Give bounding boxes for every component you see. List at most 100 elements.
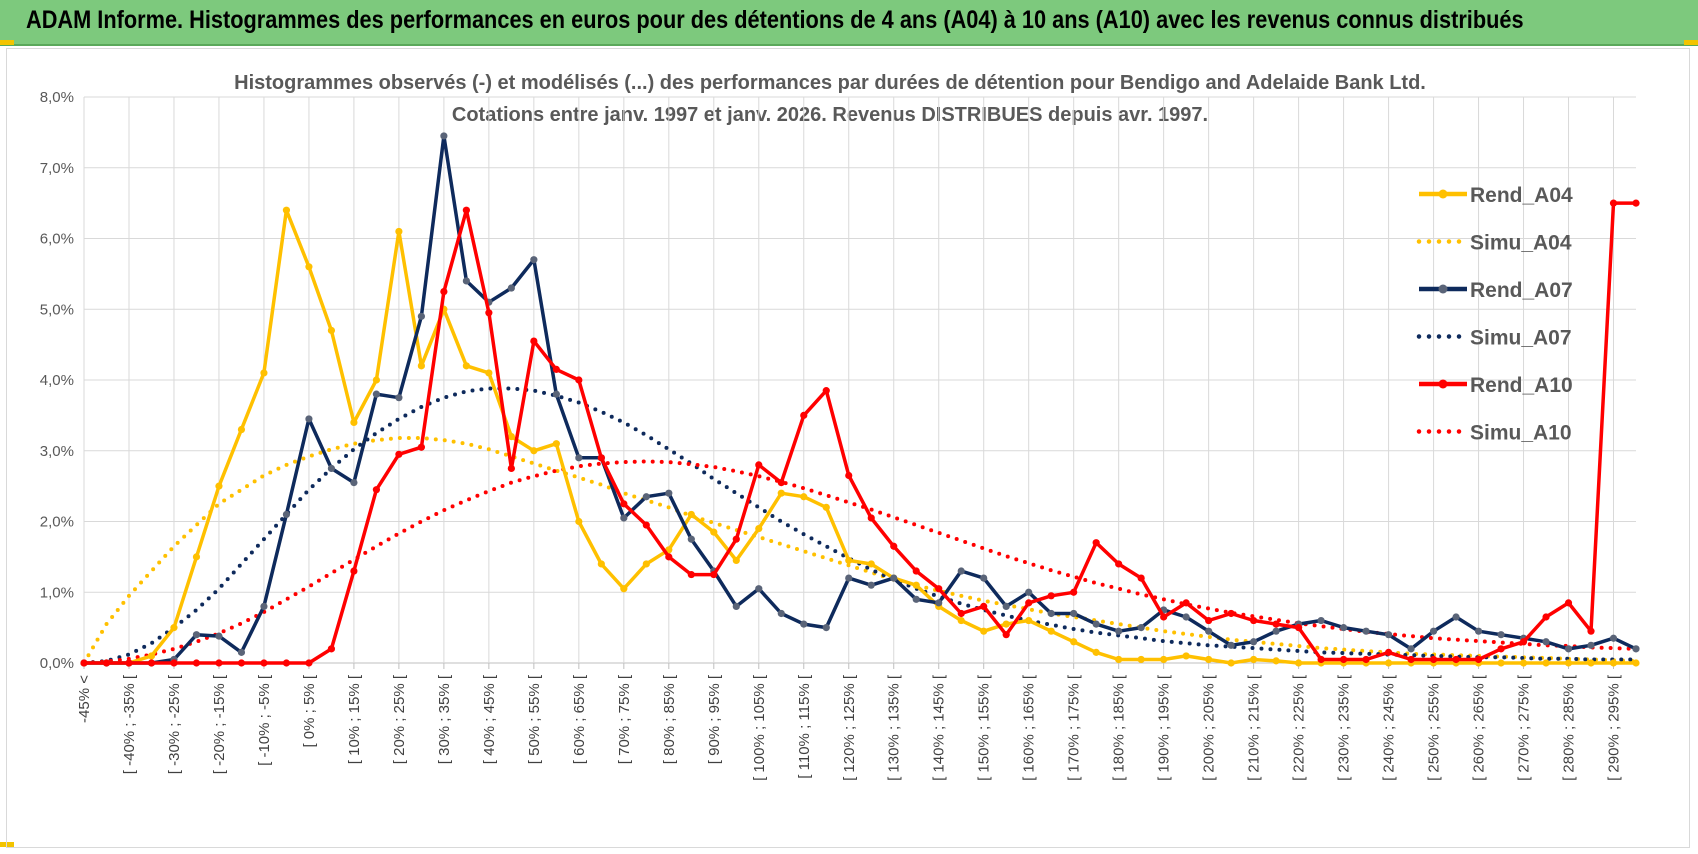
x-tick-label: [ 200% ; 205% [ <box>1201 674 1218 781</box>
data-point <box>732 556 740 565</box>
data-point <box>710 570 718 579</box>
data-point <box>417 362 425 370</box>
data-point <box>1070 609 1078 618</box>
data-point <box>957 567 965 575</box>
data-point <box>687 510 695 519</box>
x-tick-label: [ 250% ; 255% [ <box>1426 674 1443 781</box>
data-point <box>777 478 785 487</box>
data-point <box>80 659 88 667</box>
y-tick-label: 6,0% <box>40 231 74 248</box>
data-point <box>1452 613 1460 621</box>
data-point <box>1272 620 1280 628</box>
data-point <box>867 514 875 522</box>
data-point <box>575 454 583 462</box>
data-point <box>192 659 201 667</box>
data-point <box>147 659 156 667</box>
data-point <box>1137 574 1145 582</box>
x-tick-label: [ 220% ; 225% [ <box>1291 674 1308 781</box>
data-point <box>1632 645 1640 653</box>
data-point <box>485 369 493 377</box>
data-point <box>350 567 358 575</box>
data-point <box>1407 645 1415 653</box>
data-point <box>237 648 246 656</box>
data-point <box>260 659 268 667</box>
x-tick-label: [ -40% ; -35% [ <box>121 674 138 774</box>
x-tick-label: [ 150% ; 155% [ <box>976 674 993 781</box>
data-point <box>1474 655 1483 664</box>
data-point <box>372 376 381 384</box>
data-point <box>372 486 381 494</box>
x-tick-label: [ 100% ; 105% [ <box>751 674 768 781</box>
data-point <box>260 602 268 611</box>
data-point <box>507 284 515 292</box>
data-point <box>1497 645 1505 653</box>
data-point <box>1317 616 1325 625</box>
x-tick-label: [ 70% ; 75% [ <box>616 674 633 764</box>
data-point <box>395 227 403 236</box>
data-point <box>867 581 875 589</box>
data-point <box>327 326 336 335</box>
data-point <box>1182 613 1190 621</box>
legend-label: Rend_A10 <box>1470 374 1573 397</box>
data-point <box>732 535 740 543</box>
report-title: ADAM Informe. Histogrammes des performan… <box>26 6 1524 34</box>
data-point <box>665 489 673 497</box>
data-point <box>215 482 223 490</box>
data-point <box>1160 613 1168 621</box>
data-point <box>1227 641 1235 649</box>
series-lines <box>80 132 1640 667</box>
data-point <box>1497 659 1505 667</box>
x-tick-label: [ 280% ; 285% [ <box>1561 674 1578 781</box>
x-tick-label: [ 130% ; 135% [ <box>886 674 903 781</box>
x-tick-label: [ 140% ; 145% [ <box>931 674 948 781</box>
data-point <box>417 312 425 320</box>
data-point <box>1384 648 1393 656</box>
data-point <box>552 365 560 373</box>
series-line-rend-a07 <box>84 134 1637 665</box>
x-tick-label: [ 240% ; 245% [ <box>1381 674 1398 781</box>
data-point <box>1160 655 1168 664</box>
x-tick-label: [ 190% ; 195% [ <box>1156 674 1173 781</box>
y-axis: 0,0% 1,0% 2,0% 3,0% 4,0% 5,0% 6,0% 7,0% 8,0% <box>40 89 74 672</box>
data-point <box>710 528 718 536</box>
data-point <box>1205 627 1213 635</box>
data-point <box>620 500 628 508</box>
data-point <box>552 440 560 448</box>
legend-marker <box>1438 284 1448 294</box>
data-point <box>1115 560 1123 568</box>
data-point <box>530 256 538 264</box>
data-point <box>1384 631 1393 639</box>
x-tick-label: [ 180% ; 185% [ <box>1111 674 1128 781</box>
legend-label: Simu_A04 <box>1470 232 1572 255</box>
data-point <box>1429 627 1438 635</box>
data-point <box>1070 638 1078 646</box>
data-point <box>777 489 785 497</box>
data-point <box>800 411 808 419</box>
y-tick-label: 3,0% <box>40 443 74 460</box>
data-point <box>1092 648 1100 656</box>
x-tick-label: [ 270% ; 275% [ <box>1516 674 1533 781</box>
data-point <box>957 609 965 618</box>
data-point <box>282 206 291 214</box>
data-point <box>507 433 515 441</box>
data-point <box>372 390 381 398</box>
data-point <box>1564 659 1573 667</box>
legend-label: Rend_A04 <box>1470 184 1573 207</box>
data-point <box>935 585 943 593</box>
data-point <box>912 595 920 603</box>
data-point <box>1047 609 1055 618</box>
x-tick-label: [ 120% ; 125% [ <box>841 674 858 781</box>
data-point <box>1250 616 1258 625</box>
data-point <box>1564 599 1573 607</box>
data-point <box>1587 641 1595 649</box>
data-point <box>642 560 650 568</box>
data-point <box>1632 199 1640 207</box>
data-point <box>305 263 313 271</box>
data-point <box>1362 655 1370 664</box>
data-point <box>395 450 403 458</box>
data-point <box>215 632 223 640</box>
data-point <box>935 599 943 607</box>
data-point <box>327 645 336 653</box>
data-point <box>1384 659 1393 667</box>
